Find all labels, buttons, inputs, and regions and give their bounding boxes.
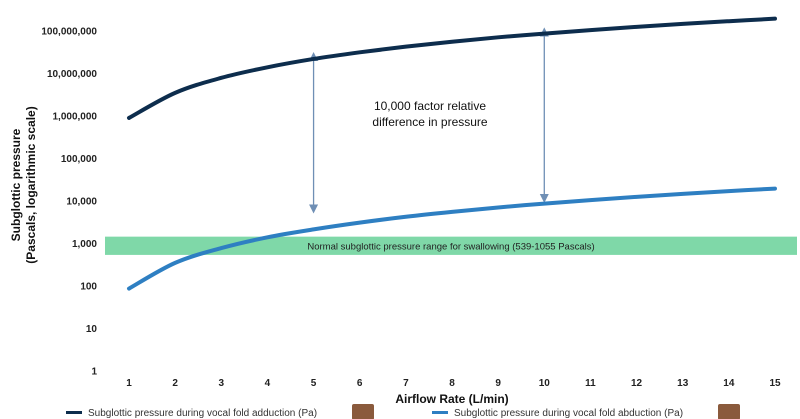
- y-tick-label: 100,000,000: [41, 27, 97, 38]
- x-tick-label: 8: [449, 378, 455, 389]
- x-tick-label: 1: [126, 378, 132, 389]
- x-tick-label: 15: [769, 378, 781, 389]
- legend-entry-label: Subglottic pressure during vocal fold ab…: [454, 408, 683, 419]
- y-tick-label: 100,000: [61, 154, 98, 165]
- series-layer: [127, 16, 777, 291]
- x-tick-label: 7: [403, 378, 409, 389]
- band-label: Normal subglottic pressure range for swa…: [307, 241, 594, 252]
- legend-thumbnail-image: [352, 404, 374, 419]
- normal-pressure-band-layer: Normal subglottic pressure range for swa…: [105, 236, 797, 255]
- y-tick-label: 1: [91, 367, 97, 378]
- legend-entry-label: Subglottic pressure during vocal fold ad…: [88, 408, 317, 419]
- series-line-2: [127, 186, 777, 291]
- x-tick-label: 5: [311, 378, 317, 389]
- x-tick-label: 10: [539, 378, 551, 389]
- x-axis-title: Airflow Rate (L/min): [395, 392, 508, 406]
- y-tick-label: 1,000,000: [53, 112, 98, 123]
- x-tick-label: 14: [723, 378, 735, 389]
- y-tick-label: 10,000: [66, 197, 97, 208]
- x-tick-label: 11: [585, 378, 596, 389]
- y-axis-title-line2: (Pascals, logarithmic scale): [24, 106, 38, 263]
- y-axis-title-line1: Subglottic pressure: [9, 128, 23, 241]
- legend-thumbnail-image: [718, 404, 740, 419]
- x-tick-label: 6: [357, 378, 363, 389]
- y-tick-label: 1,000: [72, 239, 97, 250]
- x-tick-label: 9: [495, 378, 501, 389]
- axis-layer: 1 10 100 1,000 10,000 100,000 1,000,000 10,000,…: [41, 27, 781, 390]
- x-tick-label: 2: [172, 378, 178, 389]
- normal-pressure-band: [105, 236, 797, 255]
- y-tick-label: 10,000,000: [47, 69, 97, 80]
- arrow-layer: [309, 27, 549, 214]
- y-tick-label: 10: [86, 324, 98, 335]
- legend: Subglottic pressure during vocal fold ad…: [66, 404, 740, 419]
- annotation-line1: 10,000 factor relative: [374, 99, 486, 113]
- annotation-line2: difference in pressure: [372, 115, 488, 129]
- x-tick-label: 3: [219, 378, 225, 389]
- x-tick-label: 4: [265, 378, 271, 389]
- x-tick-label: 12: [631, 378, 643, 389]
- x-tick-label: 13: [677, 378, 689, 389]
- series-line-1: [127, 16, 777, 120]
- y-tick-label: 100: [80, 282, 97, 293]
